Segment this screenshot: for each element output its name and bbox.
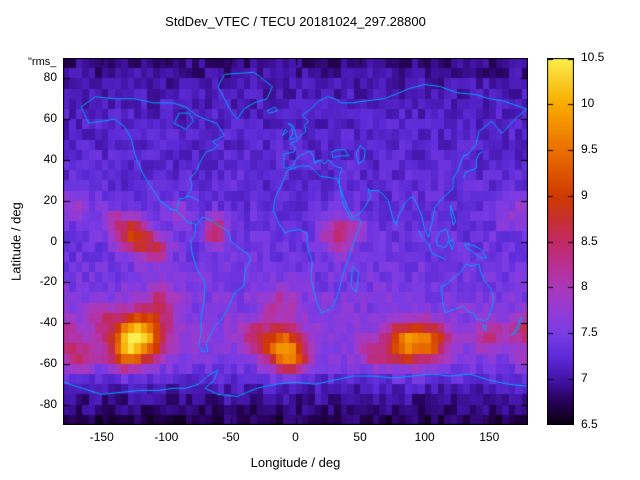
y-axis-label: Latitude / deg	[8, 202, 24, 281]
colorbar-tick-label: 9	[581, 187, 588, 202]
x-tick-label: -100	[154, 430, 179, 444]
colorbar-tick-label: 7	[581, 371, 588, 386]
colorbar-tick-label: 9.5	[581, 141, 598, 156]
colorbar-tick-label: 10.5	[581, 50, 605, 64]
x-tick-label: 0	[292, 430, 299, 444]
colorbar-tick-label: 10	[581, 95, 595, 110]
colorbar-tick-label: 6.5	[581, 417, 598, 431]
colorbar-tick-label: 8	[581, 279, 588, 294]
chart-title: StdDev_VTEC / TECU 20181024_297.28800	[165, 14, 426, 29]
x-tick-label: 50	[353, 430, 367, 444]
colorbar-tick-label: 8.5	[581, 233, 598, 248]
x-tick-label: -50	[222, 430, 240, 444]
x-axis-label: Longitude / deg	[250, 455, 341, 470]
x-tick-label: 150	[479, 430, 500, 444]
x-tick-label: -150	[89, 430, 114, 444]
rms-annotation: "rms_	[28, 56, 57, 68]
x-tick-label: 100	[414, 430, 435, 444]
colorbar-tick-label: 7.5	[581, 325, 598, 340]
colorbar-canvas	[547, 58, 574, 425]
heatmap-canvas	[63, 58, 528, 425]
